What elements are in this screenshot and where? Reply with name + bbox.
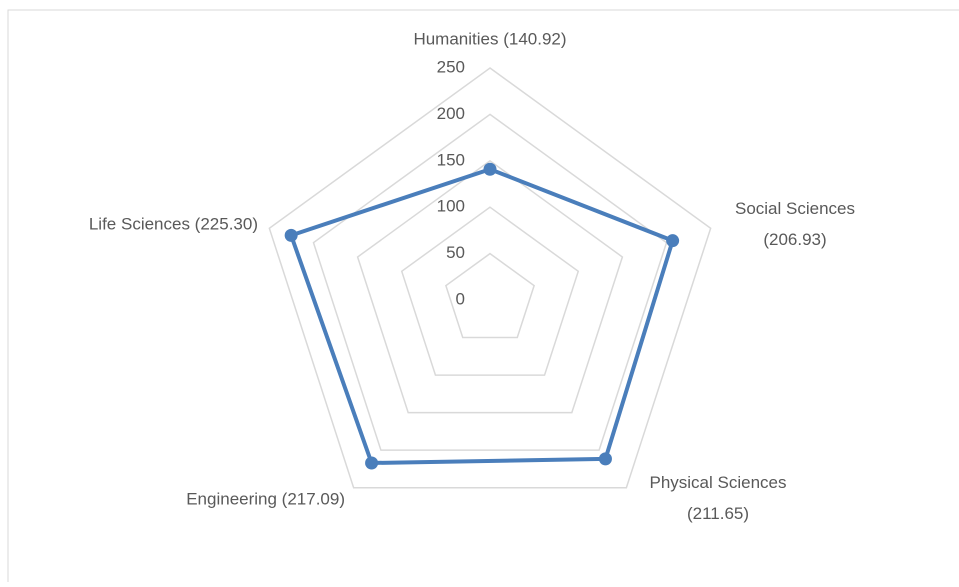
y-tick-label: 50 <box>446 243 465 262</box>
axis-label: Social Sciences (206.93) <box>735 199 855 249</box>
chart-frame <box>7 9 959 587</box>
series-line <box>289 167 675 465</box>
data-point <box>284 228 298 242</box>
axis-label: Engineering (217.09) <box>186 489 345 508</box>
data-point <box>666 234 680 248</box>
y-tick-label: 200 <box>437 104 465 123</box>
grid-ring <box>444 252 536 339</box>
y-tick-label: 0 <box>456 289 465 308</box>
axis-label: Life Sciences (225.30) <box>89 214 258 233</box>
grid-ring <box>268 67 712 489</box>
grid-ring <box>400 206 580 376</box>
y-tick-label: 100 <box>437 197 465 216</box>
y-tick-label: 150 <box>437 150 465 169</box>
axis-label: Physical Sciences (211.65) <box>649 473 786 523</box>
data-point <box>598 452 612 466</box>
grid-ring <box>312 113 668 451</box>
axis-label: Humanities (140.92) <box>413 29 566 48</box>
grid-ring <box>356 159 624 414</box>
y-tick-label: 250 <box>437 57 465 76</box>
data-point <box>483 162 497 176</box>
data-point <box>365 456 379 470</box>
